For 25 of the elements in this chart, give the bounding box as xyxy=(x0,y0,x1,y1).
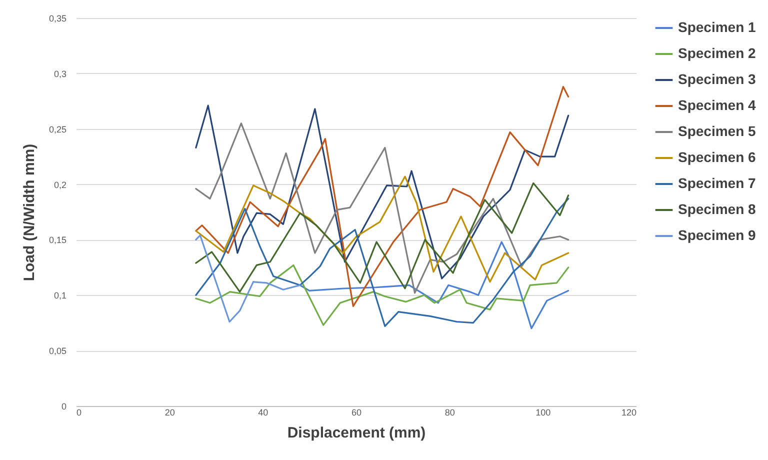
legend-label: Specimen 5 xyxy=(678,123,756,139)
y-tick-label: 0,1 xyxy=(54,290,66,301)
x-tick-label: 80 xyxy=(444,408,455,418)
y-tick-label: 0,25 xyxy=(48,124,66,134)
legend-label: Specimen 3 xyxy=(678,71,756,87)
x-tick-label: 60 xyxy=(351,408,362,418)
y-tick-label: 0,3 xyxy=(54,68,66,79)
legend-label: Specimen 9 xyxy=(678,227,756,243)
legend-label: Specimen 6 xyxy=(678,149,756,165)
y-tick-label: 0,2 xyxy=(54,180,66,190)
y-tick-label: 0,15 xyxy=(48,235,66,246)
legend-label: Specimen 4 xyxy=(678,97,756,113)
y-tick-label: 0,05 xyxy=(48,346,66,356)
x-tick-label: 0 xyxy=(76,408,82,418)
x-axis-title: Displacement (mm) xyxy=(287,424,426,442)
legend-label: Specimen 2 xyxy=(678,45,756,61)
x-tick-label: 120 xyxy=(621,408,636,418)
x-tick-label: 20 xyxy=(164,408,175,418)
legend-label: Specimen 7 xyxy=(678,175,756,191)
x-tick-label: 40 xyxy=(258,408,268,418)
legend-label: Specimen 8 xyxy=(678,201,756,217)
x-tick-label: 100 xyxy=(536,408,551,418)
legend-label: Specimen 1 xyxy=(678,19,756,35)
y-tick-label: 0,35 xyxy=(48,14,66,24)
y-axis-title: Load (N/Width mm) xyxy=(20,144,38,282)
